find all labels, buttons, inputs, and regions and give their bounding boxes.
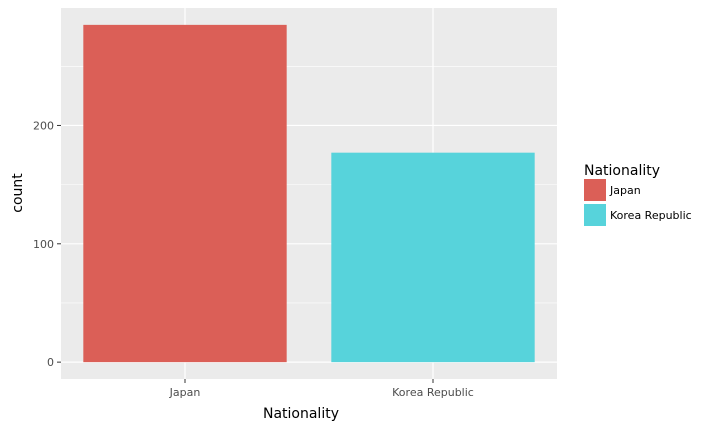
- legend: Nationality Japan Korea Republic: [584, 163, 692, 226]
- x-tick-label: Japan: [169, 386, 201, 399]
- y-tick-label: 100: [33, 238, 54, 251]
- legend-title: Nationality: [584, 163, 660, 179]
- bar-japan: [83, 24, 287, 363]
- legend-key-japan: [584, 179, 606, 201]
- x-axis: Japan Korea Republic: [169, 379, 474, 399]
- bars: [83, 24, 535, 363]
- y-tick-label: 0: [47, 356, 54, 369]
- x-axis-title: Nationality: [263, 406, 339, 422]
- legend-entries: Japan Korea Republic: [584, 179, 692, 226]
- x-tick-label: Korea Republic: [392, 386, 474, 399]
- legend-label: Japan: [609, 184, 641, 197]
- y-axis: 0 100 200: [33, 119, 61, 369]
- legend-label: Korea Republic: [610, 209, 692, 222]
- legend-key-korea-republic: [584, 204, 606, 226]
- y-tick-label: 200: [33, 119, 54, 132]
- bar-korea-republic: [331, 152, 535, 363]
- y-axis-title: count: [10, 173, 26, 213]
